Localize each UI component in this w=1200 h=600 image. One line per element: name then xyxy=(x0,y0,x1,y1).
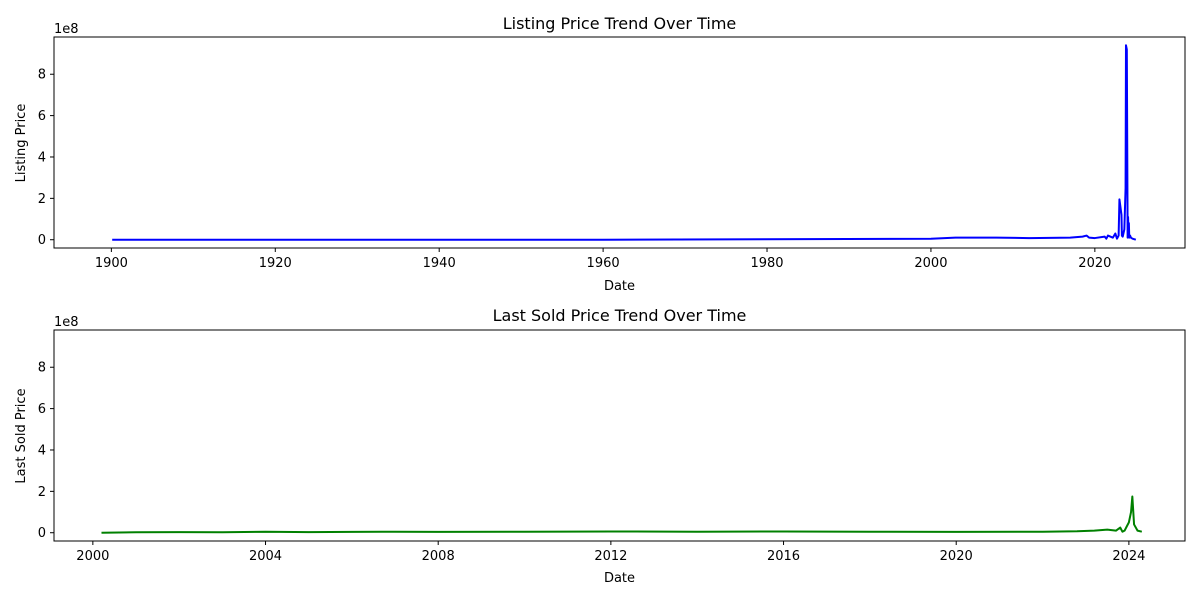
y-tick-label: 4 xyxy=(38,443,46,458)
y-offset-label: 1e8 xyxy=(54,22,79,37)
axis-ticks: 2000 2004 2008 2012 2016 2020 2024 0 2 4 6 8 xyxy=(38,361,1146,564)
y-tick-label: 0 xyxy=(38,526,46,541)
x-tick-label: 1940 xyxy=(423,256,456,271)
y-tick-label: 4 xyxy=(38,150,46,165)
x-axis-label: Date xyxy=(604,571,635,586)
chart-title: Last Sold Price Trend Over Time xyxy=(493,306,747,325)
y-tick-label: 0 xyxy=(38,233,46,248)
y-tick-label: 6 xyxy=(38,402,46,417)
x-tick-label: 2016 xyxy=(767,549,800,564)
axis-ticks: 1900 1920 1940 1960 1980 2000 2020 0 2 4 6 8 xyxy=(38,68,1112,271)
y-axis-label: Listing Price xyxy=(14,104,29,183)
series-line xyxy=(112,44,1137,241)
listing-price-chart: Listing Price Trend Over Time 1e8 Date L… xyxy=(14,14,1186,294)
x-tick-label: 2012 xyxy=(594,549,627,564)
y-tick-label: 2 xyxy=(38,192,46,207)
y-axis-label: Last Sold Price xyxy=(14,388,29,483)
x-tick-label: 2020 xyxy=(1078,256,1111,271)
y-tick-label: 6 xyxy=(38,109,46,124)
last-sold-price-chart: Last Sold Price Trend Over Time 1e8 Date… xyxy=(14,306,1186,586)
x-tick-label: 1980 xyxy=(750,256,783,271)
axes-frame xyxy=(53,329,1186,542)
x-tick-label: 2024 xyxy=(1112,549,1145,564)
y-offset-label: 1e8 xyxy=(54,315,79,330)
chart-title: Listing Price Trend Over Time xyxy=(503,14,737,33)
plot-area xyxy=(112,44,1137,241)
x-tick-label: 1920 xyxy=(259,256,292,271)
plot-area xyxy=(101,495,1143,534)
x-axis-label: Date xyxy=(604,279,635,294)
axes-frame xyxy=(53,36,1186,249)
x-tick-label: 2008 xyxy=(422,549,455,564)
y-tick-label: 8 xyxy=(38,361,46,376)
x-tick-label: 2000 xyxy=(76,549,109,564)
x-tick-label: 2000 xyxy=(914,256,947,271)
x-tick-label: 1960 xyxy=(587,256,620,271)
x-tick-label: 2020 xyxy=(940,549,973,564)
series-line xyxy=(101,495,1143,534)
y-tick-label: 8 xyxy=(38,68,46,83)
y-tick-label: 2 xyxy=(38,485,46,500)
x-tick-label: 1900 xyxy=(95,256,128,271)
x-tick-label: 2004 xyxy=(249,549,282,564)
